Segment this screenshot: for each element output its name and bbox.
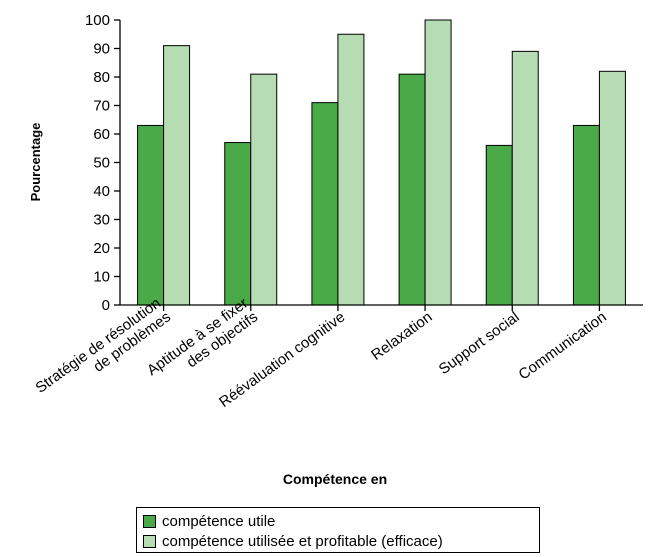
legend-label-series-2: compétence utilisée et profitable (effic…: [162, 532, 443, 550]
legend-item-series-1: compétence utile: [143, 511, 539, 531]
bar-series-1: [137, 124, 165, 306]
bar-series-2: [598, 70, 626, 306]
y-tick-label: 80: [93, 69, 110, 86]
bar-series-1: [224, 142, 252, 306]
bar-series-2: [511, 50, 539, 306]
y-axis: 0 10 20 30 40 50 60 70 80 90 100: [85, 12, 121, 314]
y-tick-label: 50: [93, 155, 110, 172]
legend-item-series-2: compétence utilisée et profitable (effic…: [143, 531, 539, 551]
bar-series-2: [337, 33, 365, 306]
y-tick-label: 90: [93, 41, 110, 58]
bar-series-2: [250, 73, 278, 306]
y-tick-label: 0: [102, 297, 110, 314]
x-tick-label: Support social: [436, 308, 523, 378]
bar-series-1: [485, 144, 513, 306]
bar-series-1: [398, 73, 426, 306]
y-tick-label: 30: [93, 212, 110, 229]
x-tick-label: Communication: [515, 308, 609, 383]
bar-series-1: [311, 102, 339, 306]
x-axis: Stratégie de résolutionde problèmesAptit…: [33, 295, 643, 411]
x-tick-label: Relaxation: [368, 308, 435, 363]
bar-series-2: [163, 45, 191, 306]
y-tick-label: 20: [93, 240, 110, 257]
bars: [137, 19, 626, 306]
y-tick-label: 40: [93, 183, 110, 200]
legend-label-series-1: compétence utile: [162, 512, 276, 530]
y-tick-label: 70: [93, 98, 110, 115]
x-axis-title: Compétence en: [283, 471, 387, 487]
y-tick-label: 60: [93, 126, 110, 143]
legend-swatch-series-2: [143, 534, 156, 548]
bar-series-1: [572, 124, 600, 306]
legend: compétence utile compétence utilisée et …: [136, 507, 540, 553]
y-tick-label: 10: [93, 269, 110, 286]
bar-series-2: [424, 19, 452, 306]
y-axis-title: Pourcentage: [28, 123, 43, 202]
y-tick-label: 100: [85, 12, 110, 29]
legend-swatch-series-1: [143, 514, 156, 528]
